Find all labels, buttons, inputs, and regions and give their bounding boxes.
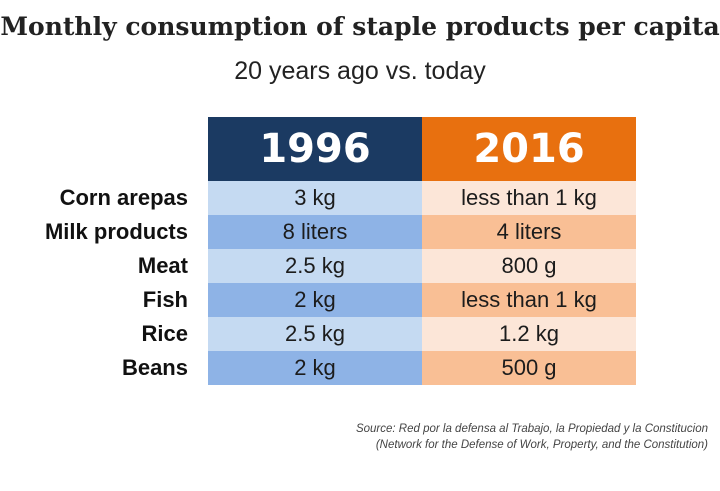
cell-2016: less than 1 kg [422,283,636,317]
table-row: Rice 2.5 kg 1.2 kg [30,317,637,351]
row-label: Rice [141,321,188,346]
table-row: Milk products 8 liters 4 liters [30,215,637,249]
cell-1996: 2.5 kg [208,317,422,351]
source-note: Source: Red por la defensa al Trabajo, l… [356,421,708,453]
source-line-2: (Network for the Defense of Work, Proper… [375,439,708,451]
chart-subtitle: 20 years ago vs. today [234,57,486,85]
column-header-1996: 1996 [208,117,422,181]
cell-1996: 2 kg [208,351,422,385]
header-row: 1996 2016 [30,117,637,181]
column-header-2016: 2016 [422,117,636,181]
row-label: Milk products [44,219,188,244]
table-row: Fish 2 kg less than 1 kg [30,283,637,317]
row-label: Fish [142,287,188,312]
chart-title: Monthly consumption of staple products p… [0,12,720,41]
cell-1996: 2.5 kg [208,249,422,283]
cell-2016: less than 1 kg [422,181,636,215]
table-row: Corn arepas 3 kg less than 1 kg [30,181,637,215]
row-label: Corn arepas [59,185,188,210]
cell-2016: 500 g [422,351,636,385]
source-line-1: Source: Red por la defensa al Trabajo, l… [355,423,708,435]
cell-2016: 800 g [422,249,636,283]
cell-1996: 2 kg [208,283,422,317]
row-label: Beans [121,355,188,380]
header-spacer [30,117,208,181]
cell-1996: 3 kg [208,181,422,215]
comparison-table: 1996 2016 Corn arepas 3 kg less than 1 k… [30,117,637,385]
table-row: Meat 2.5 kg 800 g [30,249,637,283]
row-label: Meat [137,253,188,278]
cell-1996: 8 liters [208,215,422,249]
table-row: Beans 2 kg 500 g [30,351,637,385]
cell-2016: 4 liters [422,215,636,249]
cell-2016: 1.2 kg [422,317,636,351]
